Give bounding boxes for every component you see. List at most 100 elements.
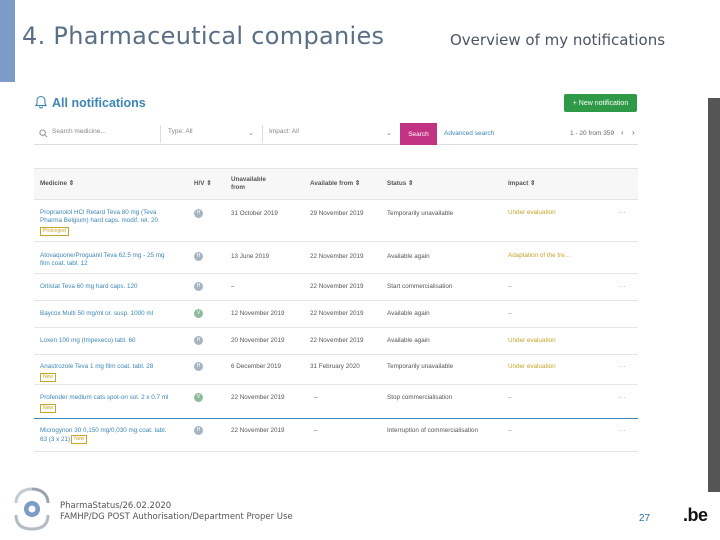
table-row[interactable]: Microgynon 30 0,150 mg/0,030 mg coat. ta… [34, 419, 638, 452]
filter-divider [262, 125, 263, 143]
be-logo: .be [683, 505, 708, 525]
impact-text: Adaptation of the tre... [508, 252, 570, 259]
footer-line1: PharmaStatus/26.02.2020 [60, 501, 172, 511]
table-row[interactable]: Baycox Multi 50 mg/ml or. susp. 1000 ml … [34, 301, 638, 328]
medicine-name-line1: Anastrozole Teva 1 mg film coat. tabl. 2… [40, 363, 154, 370]
footer-text: PharmaStatus/26.02.2020 FAMHP/DG POST Au… [60, 501, 293, 524]
new-badge: New [40, 373, 57, 383]
search-button[interactable]: Search [400, 123, 437, 145]
medicine-name[interactable]: Microgynon 30 0,150 mg/0,030 mg coat. ta… [40, 427, 190, 445]
available-date: 22 November 2019 [310, 337, 364, 344]
table-row[interactable]: Profender medium cats spot-on sol. 2 x 0… [34, 385, 638, 419]
medicine-name[interactable]: Anastrozole Teva 1 mg film coat. tabl. 2… [40, 363, 190, 383]
chevron-down-icon[interactable]: ⌄ [248, 130, 254, 137]
hv-indicator: H [194, 209, 203, 218]
medicine-name-line1: Loxen 100 mg (Impexeco) tabl. 60 [40, 337, 136, 344]
prolonged-badge: Prolonged [40, 227, 69, 237]
app-header: All notifications + New notification [30, 88, 640, 118]
medicine-name-line1: Microgynon 30 0,150 mg/0,030 mg coat. ta… [40, 427, 167, 434]
medicine-name-line2: film coat. tabl. 12 [40, 260, 88, 268]
chevron-down-icon[interactable]: ⌄ [386, 130, 392, 137]
more-icon[interactable]: ··· [618, 283, 626, 290]
table-header: Medicine ⇕ H/V ⇕ Unavailable from Availa… [34, 168, 638, 200]
filter-bar: Search medicine... Type: All ⌄ Impact: A… [34, 123, 638, 145]
available-date: 22 November 2019 [310, 310, 364, 317]
impact-select[interactable]: Impact: All [269, 128, 299, 135]
medicine-search-input[interactable]: Search medicine... [52, 128, 106, 135]
medicine-name-line2: 63 (3 x 21) New [40, 435, 190, 445]
col-impact[interactable]: Impact ⇕ [508, 180, 536, 187]
table-row[interactable]: Orlistat Teva 60 mg hard caps. 120 H – 2… [34, 274, 638, 301]
status-text: Available again [387, 253, 430, 260]
medicine-name[interactable]: Propranolol HCl Retard Teva 80 mg (Teva … [40, 209, 190, 237]
unavailable-date: 22 November 2019 [231, 394, 285, 401]
more-icon[interactable]: ··· [618, 394, 626, 401]
bell-icon [34, 95, 48, 109]
medicine-name[interactable]: Profender medium cats spot-on sol. 2 x 0… [40, 394, 190, 414]
footer-line2: FAMHP/DG POST Authorisation/Department P… [60, 512, 293, 523]
new-badge: New [40, 404, 57, 414]
status-text: Temporarily unavailable [387, 363, 454, 370]
table-row[interactable]: Atovaquone/Proguanil Teva 62.5 mg - 25 m… [34, 242, 638, 274]
page-number: 27 [639, 513, 651, 524]
more-icon[interactable]: ··· [618, 363, 626, 370]
hv-indicator: H [194, 426, 203, 435]
impact-text: Under evaluation [508, 209, 556, 216]
status-text: Stop commercialisation [387, 394, 453, 401]
col-status[interactable]: Status ⇕ [387, 180, 414, 187]
table-row[interactable]: Anastrozole Teva 1 mg film coat. tabl. 2… [34, 355, 638, 385]
hv-indicator: V [194, 309, 203, 318]
medicine-name-line1: Orlistat Teva 60 mg hard caps. 120 [40, 283, 138, 290]
col-hv[interactable]: H/V ⇕ [194, 180, 212, 187]
col-medicine[interactable]: Medicine ⇕ [40, 180, 74, 187]
search-icon [39, 129, 48, 138]
impact-text: – [508, 394, 512, 401]
left-accent-bar [0, 0, 15, 82]
medicine-name[interactable]: Loxen 100 mg (Impexeco) tabl. 60 [40, 337, 190, 345]
medicine-name-line2: Pharma Belgium) hard caps. modif. rel. 2… [40, 217, 158, 225]
medicine-name[interactable]: Orlistat Teva 60 mg hard caps. 120 [40, 283, 190, 291]
filter-divider [160, 125, 161, 143]
slide-subtitle: Overview of my notifications [450, 31, 666, 49]
more-icon[interactable]: ··· [618, 209, 626, 216]
chevron-left-icon[interactable]: ‹ [621, 128, 624, 137]
col-unavailable-from-line2: from [231, 183, 245, 191]
available-date: – [314, 427, 318, 434]
medicine-pack: 63 (3 x 21) [40, 436, 71, 444]
medicine-name[interactable]: Atovaquone/Proguanil Teva 62.5 mg - 25 m… [40, 252, 190, 268]
impact-text: Under evaluation [508, 337, 556, 344]
col-unavailable-from-line1: Unavailable [231, 176, 266, 183]
hv-indicator: H [194, 362, 203, 371]
hv-indicator: V [194, 393, 203, 402]
new-notification-button[interactable]: + New notification [564, 94, 637, 112]
hv-indicator: H [194, 252, 203, 261]
col-unavailable-from[interactable]: Unavailable from [231, 176, 266, 191]
available-date: 22 November 2019 [310, 283, 364, 290]
type-select[interactable]: Type: All [168, 128, 193, 135]
status-text: Temporarily unavailable [387, 210, 454, 217]
medicine-name-line1: Profender medium cats spot-on sol. 2 x 0… [40, 394, 169, 401]
available-date: 29 November 2019 [310, 210, 364, 217]
chevron-right-icon[interactable]: › [632, 128, 635, 137]
impact-text: – [508, 310, 512, 317]
impact-text: – [508, 427, 512, 434]
table-row[interactable]: Propranolol HCl Retard Teva 80 mg (Teva … [34, 200, 638, 242]
col-available-from[interactable]: Available from ⇕ [310, 180, 361, 187]
table-row[interactable]: Loxen 100 mg (Impexeco) tabl. 60 H 20 No… [34, 328, 638, 355]
notifications-table: Medicine ⇕ H/V ⇕ Unavailable from Availa… [34, 168, 638, 452]
medicine-name-line1: Propranolol HCl Retard Teva 80 mg (Teva [40, 209, 157, 216]
hv-indicator: H [194, 336, 203, 345]
impact-text: Under evaluation [508, 363, 556, 370]
available-date: 31 February 2020 [310, 363, 360, 370]
notifications-app: All notifications + New notification Sea… [30, 88, 640, 460]
medicine-name[interactable]: Baycox Multi 50 mg/ml or. susp. 1000 ml [40, 310, 190, 318]
available-date: – [314, 394, 318, 401]
medicine-name-line1: Atovaquone/Proguanil Teva 62.5 mg - 25 m… [40, 252, 165, 259]
unavailable-date: – [231, 283, 235, 290]
advanced-search-link[interactable]: Advanced search [444, 130, 495, 137]
status-text: Interruption of commercialisation [387, 427, 478, 434]
more-icon[interactable]: ··· [618, 427, 626, 434]
pager-count: 1 - 20 from 359 [570, 130, 615, 137]
status-text: Available again [387, 337, 430, 344]
unavailable-date: 20 November 2019 [231, 337, 285, 344]
